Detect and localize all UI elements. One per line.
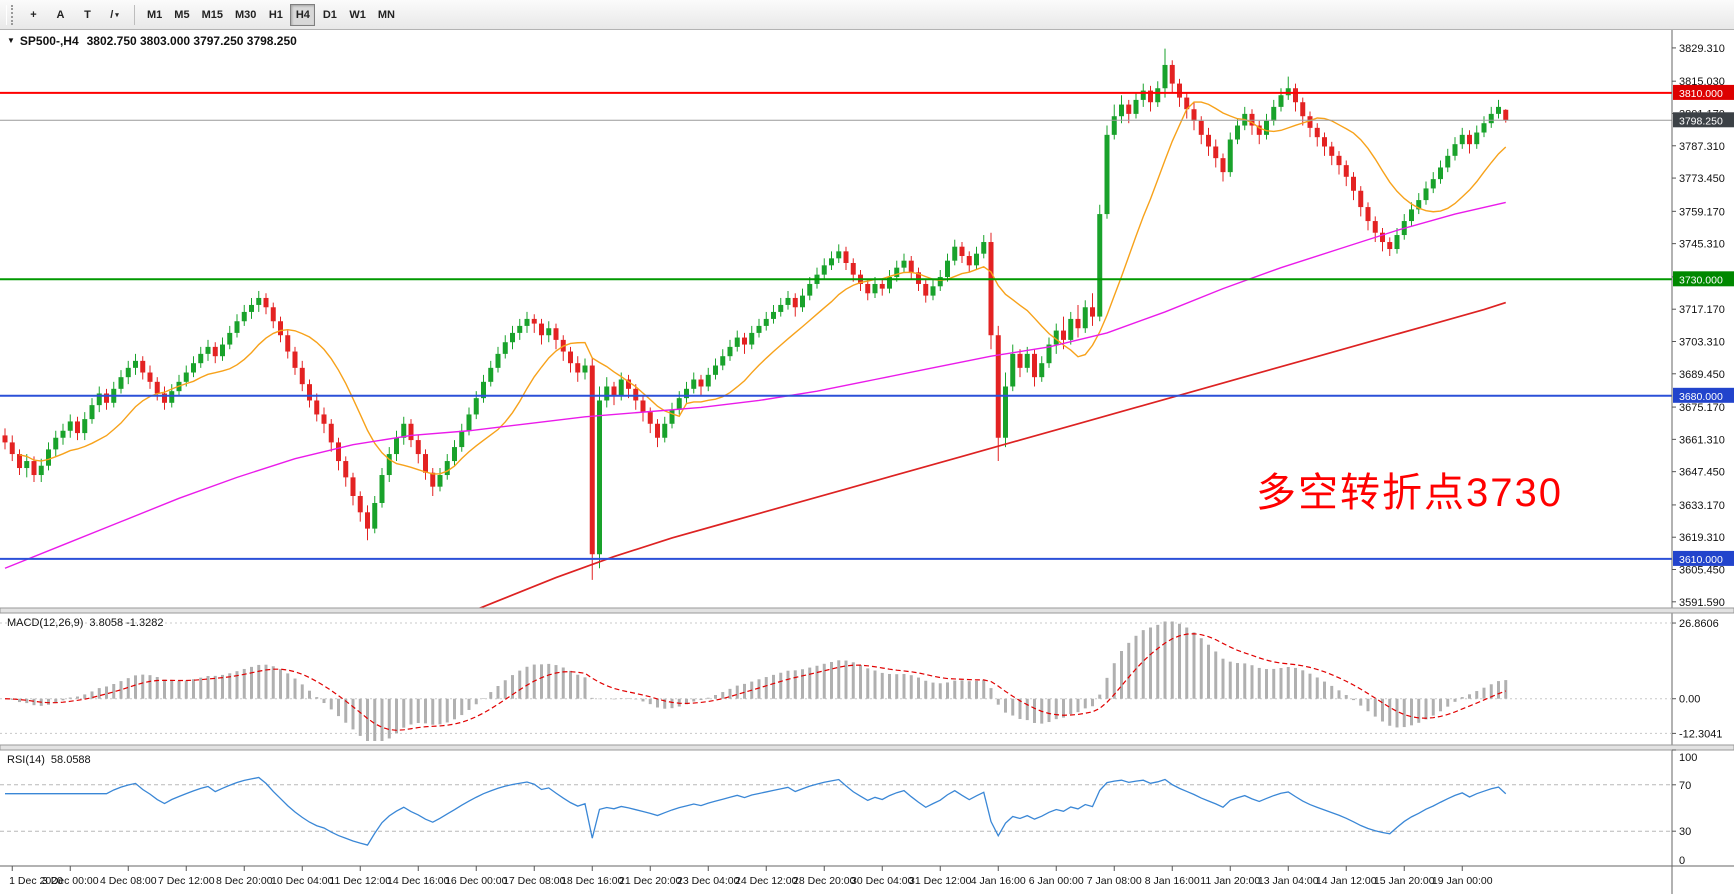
time-axis-label: 16 Dec 00:00 xyxy=(445,875,508,887)
macd-indicator-label: MACD(12,26,9) 3.8058 -1.3282 xyxy=(7,617,163,629)
line-studies-dropdown-button[interactable]: / ▾ xyxy=(102,4,127,26)
ma-medium-line xyxy=(4,201,1506,569)
ohlc-values: 3802.750 3803.000 3797.250 3798.250 xyxy=(86,34,297,48)
time-axis-label: 31 Dec 12:00 xyxy=(909,875,972,887)
crosshair-tool-button[interactable]: + xyxy=(21,4,46,26)
rsi-indicator-label: RSI(14) 58.0588 xyxy=(7,754,91,766)
price-badge-3810.000: 3810.000 xyxy=(1673,84,1734,100)
time-axis-label: 11 Dec 12:00 xyxy=(329,875,391,887)
toolbar-grip[interactable] xyxy=(6,4,13,25)
price-badge-3798.250: 3798.250 xyxy=(1673,112,1734,128)
price-axis-label: 3591.590 xyxy=(1679,597,1725,609)
macd-signal-line xyxy=(4,633,1506,731)
macd-axis-label: -12.3041 xyxy=(1679,728,1722,740)
svg-text:3680.000: 3680.000 xyxy=(1679,391,1723,403)
macd-axis-label: 0.00 xyxy=(1679,694,1700,706)
price-axis-label: 3661.310 xyxy=(1679,434,1725,446)
time-axis-label: 13 Jan 04:00 xyxy=(1258,875,1319,887)
time-axis-label: 8 Dec 20:00 xyxy=(216,875,273,887)
rsi-axis-label: 100 xyxy=(1679,752,1697,764)
moving-averages-layer xyxy=(4,101,1507,608)
ma-fast-line xyxy=(19,101,1507,475)
rsi-axis-label: 0 xyxy=(1679,855,1685,867)
time-axis-label: 6 Jan 00:00 xyxy=(1029,875,1084,887)
label-tool-button[interactable]: T xyxy=(75,4,100,26)
time-axis-label: 19 Jan 00:00 xyxy=(1432,875,1493,887)
price-axis-label: 3633.170 xyxy=(1679,500,1725,512)
price-badge-3680.000: 3680.000 xyxy=(1673,387,1734,403)
timeframe-button-m5[interactable]: M5 xyxy=(169,4,194,26)
timeframe-button-h1[interactable]: H1 xyxy=(263,4,288,26)
price-axis-label: 3829.310 xyxy=(1679,43,1725,55)
price-axis-label: 3689.450 xyxy=(1679,369,1725,381)
pane-splitter[interactable] xyxy=(0,607,1734,614)
time-axis-label: 8 Jan 16:00 xyxy=(1145,875,1200,887)
timeframe-button-m30[interactable]: M30 xyxy=(230,4,261,26)
timeframe-button-d1[interactable]: D1 xyxy=(317,4,342,26)
chart-title: ▼ SP500-,H4 3802.750 3803.000 3797.250 379… xyxy=(7,34,297,48)
drawing-tools-group: + A T / ▾ xyxy=(20,4,128,26)
svg-text:3810.000: 3810.000 xyxy=(1679,88,1723,100)
svg-text:3610.000: 3610.000 xyxy=(1679,554,1723,566)
timeframe-button-m1[interactable]: M1 xyxy=(142,4,167,26)
rsi-axis-label: 30 xyxy=(1679,826,1691,838)
svg-text:3730.000: 3730.000 xyxy=(1679,274,1723,286)
time-axis-label: 10 Dec 04:00 xyxy=(271,875,334,887)
rsi-axis-label: 70 xyxy=(1679,780,1691,792)
price-axis-label: 3619.310 xyxy=(1679,532,1725,544)
time-axis-label: 7 Dec 12:00 xyxy=(158,875,215,887)
rsi-value: 58.0588 xyxy=(50,754,91,766)
time-axis-label: 28 Dec 20:00 xyxy=(793,875,856,887)
rsi-line xyxy=(5,776,1507,846)
toolbar-separator xyxy=(134,4,135,25)
time-axis-label: 4 Dec 08:00 xyxy=(100,875,157,887)
time-axis-label: 24 Dec 12:00 xyxy=(735,875,798,887)
time-axis-label: 18 Dec 16:00 xyxy=(561,875,624,887)
timeframe-button-h4[interactable]: H4 xyxy=(290,3,316,26)
chart-toolbar: + A T / ▾ M1 M5 M15 M30 H1 H4 D1 W1 MN xyxy=(0,0,1734,30)
timeframe-button-w1[interactable]: W1 xyxy=(344,4,371,26)
symbol-period-label: SP500-,H4 xyxy=(19,34,79,48)
timeframe-button-mn[interactable]: MN xyxy=(373,4,400,26)
time-axis-label: 23 Dec 04:00 xyxy=(677,875,740,887)
price-axis-label: 3675.170 xyxy=(1679,402,1725,414)
time-axis-label: 14 Jan 12:00 xyxy=(1316,875,1377,887)
pane-splitter[interactable] xyxy=(0,744,1734,751)
time-axis-label: 7 Jan 08:00 xyxy=(1087,875,1142,887)
price-axis-label: 3773.450 xyxy=(1679,173,1725,185)
time-axis-label: 3 Dec 00:00 xyxy=(42,875,99,887)
text-tool-button[interactable]: A xyxy=(48,4,73,26)
rsi-title: RSI(14) xyxy=(7,754,45,766)
dropdown-caret-icon: ▾ xyxy=(115,11,119,19)
price-axis-label: 3647.450 xyxy=(1679,467,1725,479)
macd-title: MACD(12,26,9) xyxy=(7,617,84,629)
price-axis-label: 3703.310 xyxy=(1679,336,1725,348)
price-badge-3610.000: 3610.000 xyxy=(1673,550,1734,566)
timeframe-button-m15[interactable]: M15 xyxy=(197,4,228,26)
time-axis-label: 1 Dec 2020 xyxy=(9,875,63,887)
chart-annotation-text[interactable]: 多空转折点3730 xyxy=(1256,471,1563,515)
price-axis-label: 3717.170 xyxy=(1679,304,1725,316)
price-axis-label: 3787.310 xyxy=(1679,141,1725,153)
chart-collapse-icon[interactable]: ▼ xyxy=(7,36,15,45)
macd-axis-label: 26.8606 xyxy=(1679,618,1719,630)
time-axis-label: 30 Dec 04:00 xyxy=(851,875,914,887)
price-axis-label: 3605.450 xyxy=(1679,565,1725,577)
price-axis-label: 3745.310 xyxy=(1679,239,1725,251)
time-axis-label: 4 Jan 16:00 xyxy=(971,875,1026,887)
price-axis-label: 3759.170 xyxy=(1679,206,1725,218)
time-axis-label: 11 Jan 20:00 xyxy=(1200,875,1260,887)
timeframe-buttons-group: M1 M5 M15 M30 H1 H4 D1 W1 MN xyxy=(141,3,401,26)
price-badge-3730.000: 3730.000 xyxy=(1673,271,1734,287)
time-axis-label: 17 Dec 08:00 xyxy=(503,875,566,887)
macd-values: 3.8058 -1.3282 xyxy=(89,617,164,629)
ma-slow-line xyxy=(477,301,1507,608)
svg-text:3798.250: 3798.250 xyxy=(1679,115,1723,127)
time-axis-label: 14 Dec 16:00 xyxy=(387,875,450,887)
time-axis-label: 21 Dec 20:00 xyxy=(619,875,682,887)
time-axis-label: 15 Jan 20:00 xyxy=(1374,875,1435,887)
macd-histogram xyxy=(10,621,1508,741)
